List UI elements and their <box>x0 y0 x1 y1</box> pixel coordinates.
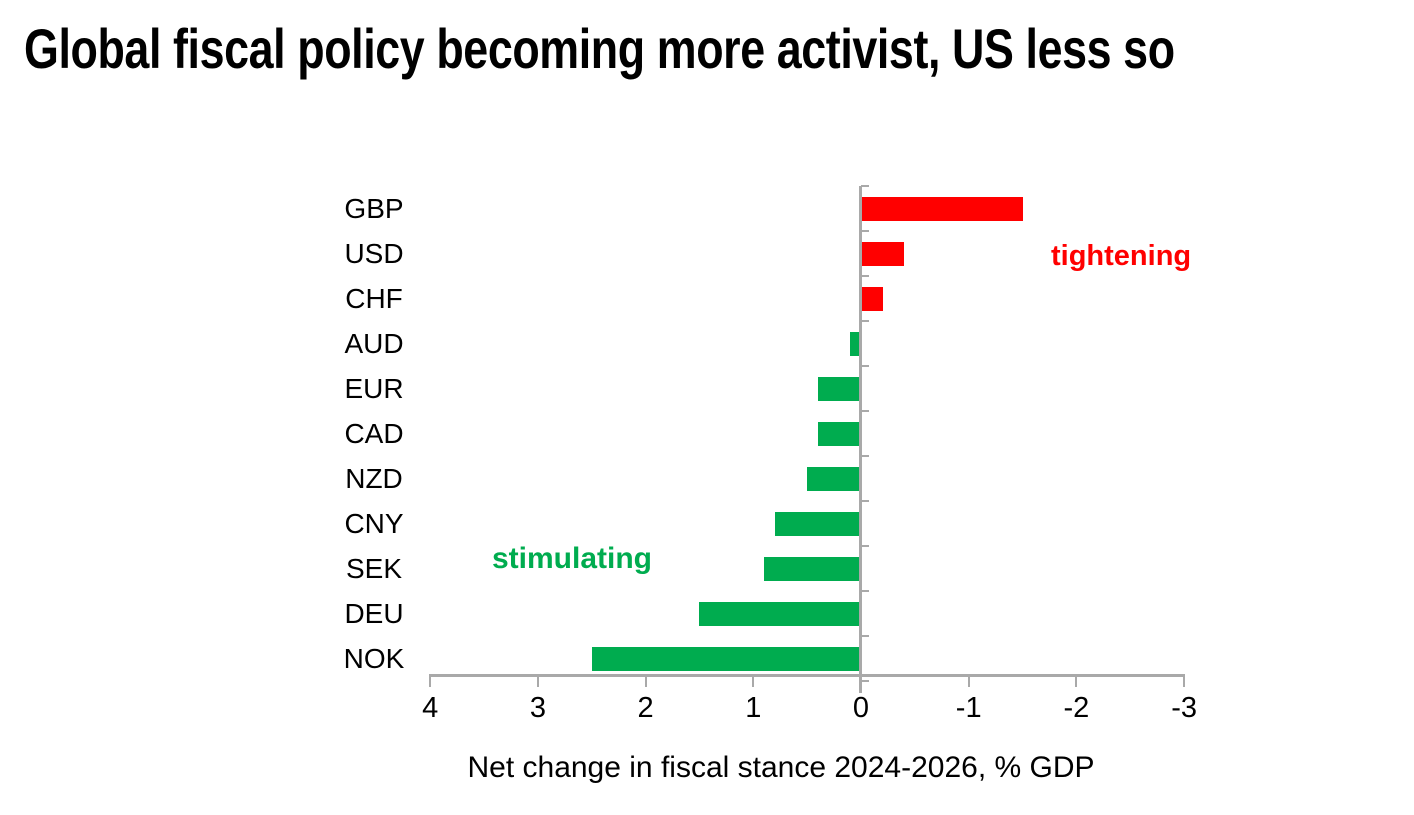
y-tick-mark <box>861 365 869 367</box>
y-tick-mark <box>861 500 869 502</box>
bar <box>764 556 861 581</box>
category-label: GBP <box>344 193 404 224</box>
x-tick-label: -2 <box>1063 692 1090 724</box>
x-tick-mark <box>752 674 755 687</box>
x-tick-mark <box>429 674 432 687</box>
x-tick-label: -3 <box>1171 692 1197 724</box>
bar <box>807 466 861 491</box>
bar <box>699 601 861 626</box>
category-label: USD <box>344 238 404 269</box>
category-label: SEK <box>345 553 403 584</box>
x-tick-label: -1 <box>955 692 982 724</box>
bar <box>817 421 861 446</box>
x-tick-mark <box>1075 674 1078 687</box>
category-label: NOK <box>343 643 405 674</box>
y-tick-mark <box>861 680 869 682</box>
x-tick-mark <box>1183 674 1186 687</box>
y-tick-mark <box>861 185 869 187</box>
category-label: CAD <box>344 418 404 449</box>
x-tick-mark <box>536 674 539 687</box>
chart-title-text: Global fiscal policy becoming more activ… <box>24 17 1175 80</box>
category-label: AUD <box>344 328 404 359</box>
y-tick-mark <box>861 545 869 547</box>
x-tick-label: 2 <box>637 692 654 724</box>
x-tick-mark <box>967 674 970 687</box>
annotation-tightening: tightening <box>1051 240 1192 272</box>
x-tick-label: 0 <box>852 692 870 724</box>
bar <box>861 241 905 266</box>
y-tick-mark <box>861 635 869 637</box>
category-label: NZD <box>345 463 403 494</box>
bar <box>861 286 883 311</box>
y-tick-mark <box>861 230 869 232</box>
bar <box>774 511 861 536</box>
y-tick-mark <box>861 320 869 322</box>
category-label: CHF <box>345 283 403 314</box>
y-tick-mark <box>861 275 869 277</box>
bar <box>850 331 861 356</box>
x-tick-label: 3 <box>529 692 546 724</box>
x-tick-mark <box>860 674 862 687</box>
y-tick-mark <box>861 590 869 592</box>
y-tick-mark <box>861 455 869 457</box>
category-label: CNY <box>344 508 404 539</box>
zero-axis-line <box>859 186 862 693</box>
x-axis-label: Net change in fiscal stance 2024-2026, %… <box>467 751 1095 784</box>
x-axis-line <box>429 674 1185 677</box>
x-tick-label: 4 <box>422 692 439 724</box>
category-label: EUR <box>344 373 404 404</box>
x-tick-label: 1 <box>745 692 762 724</box>
chart-title: Global fiscal policy becoming more activ… <box>24 16 1414 81</box>
category-label: DEU <box>344 598 404 629</box>
bar <box>861 196 1023 221</box>
y-tick-mark <box>861 410 869 412</box>
bar <box>817 376 861 401</box>
x-tick-mark <box>644 674 647 687</box>
bar <box>591 646 861 671</box>
annotation-stimulating: stimulating <box>492 542 653 575</box>
